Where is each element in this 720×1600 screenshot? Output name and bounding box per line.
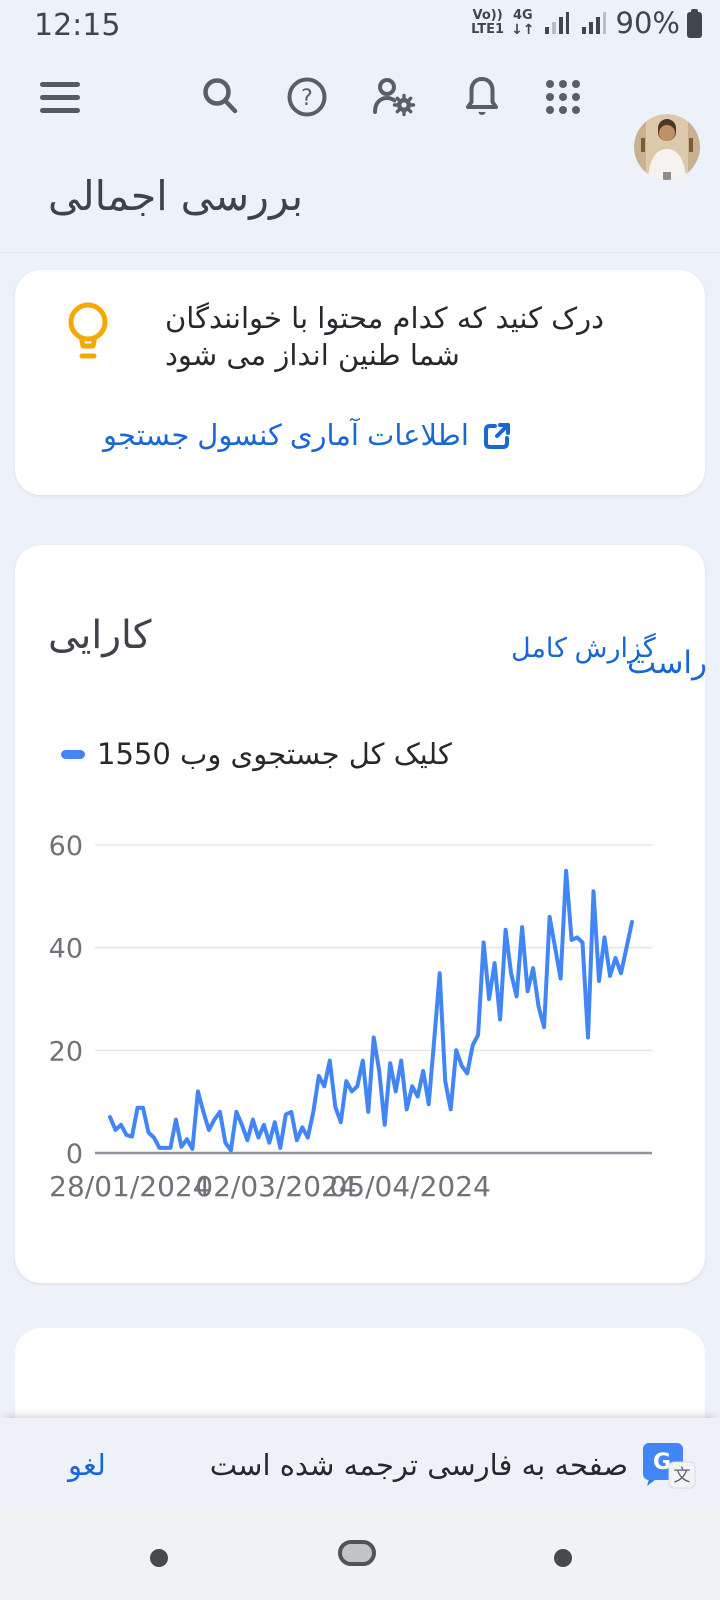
profile-avatar[interactable] bbox=[634, 114, 700, 180]
signal-bars-icon-2 bbox=[581, 12, 606, 34]
clicks-line-chart[interactable]: 0 20 40 60 28/01/2024 02/03/2024 05/04/2024 bbox=[15, 790, 705, 1220]
svg-text:02/03/2024: 02/03/2024 bbox=[195, 1170, 356, 1203]
legend-text: کلیک کل جستجوی وب 1550 bbox=[97, 737, 452, 771]
svg-text:文: 文 bbox=[674, 1466, 691, 1486]
page-title: بررسی اجمالی bbox=[48, 172, 303, 220]
nav-home-button[interactable] bbox=[338, 1540, 376, 1566]
status-time: 12:15 bbox=[34, 8, 121, 43]
legend-label: کلیک کل جستجوی وب bbox=[180, 737, 452, 771]
svg-text:40: 40 bbox=[49, 934, 83, 965]
notifications-button[interactable] bbox=[462, 74, 502, 123]
translate-bar: لغو صفحه به فارسی ترجمه شده است G 文 bbox=[0, 1418, 720, 1512]
signal-bars-icon-1 bbox=[544, 12, 569, 34]
avatar-photo bbox=[634, 114, 700, 180]
account-settings-button[interactable] bbox=[372, 76, 416, 121]
person-gear-icon bbox=[373, 78, 416, 117]
apps-grid-icon bbox=[546, 80, 580, 114]
help-button[interactable]: ? bbox=[286, 76, 328, 121]
hamburger-icon bbox=[40, 82, 80, 113]
svg-text:20: 20 bbox=[49, 1036, 83, 1067]
apps-grid-button[interactable] bbox=[544, 78, 582, 119]
legend-dash-icon bbox=[61, 749, 85, 759]
search-icon bbox=[203, 78, 238, 114]
svg-text:?: ? bbox=[301, 86, 313, 111]
svg-text:G: G bbox=[653, 1450, 671, 1475]
lightbulb-icon bbox=[61, 298, 115, 368]
help-icon: ? bbox=[287, 77, 327, 117]
performance-card: کارایی گزارش کامل راست کلیک کل جستجوی وب… bbox=[15, 545, 707, 1283]
battery-icon bbox=[687, 8, 702, 38]
insight-text: درک کنید که کدام محتوا با خوانندگان شما … bbox=[165, 301, 605, 372]
status-indicators: Vo)) LTE1 4G ↓↑ 90% bbox=[471, 6, 702, 40]
full-report-link[interactable]: گزارش کامل bbox=[511, 633, 656, 663]
bell-icon bbox=[466, 77, 498, 115]
svg-text:60: 60 bbox=[49, 831, 83, 862]
performance-title: کارایی bbox=[48, 613, 152, 658]
volte-indicator: Vo)) LTE1 bbox=[471, 8, 505, 37]
translate-undo-button[interactable]: لغو bbox=[68, 1449, 106, 1482]
app-bar: ? bbox=[0, 50, 720, 180]
nav-recents-button[interactable] bbox=[554, 1549, 572, 1567]
google-translate-icon: G 文 bbox=[642, 1438, 696, 1496]
svg-text:0: 0 bbox=[66, 1139, 83, 1170]
edge-tooltip-label: راست bbox=[627, 645, 707, 681]
nav-back-button[interactable] bbox=[150, 1549, 168, 1567]
header-divider bbox=[0, 252, 720, 253]
insight-link-label: اطلاعات آماری کنسول جستجو bbox=[103, 420, 469, 452]
open-in-new-icon bbox=[483, 422, 510, 449]
next-card-partial bbox=[15, 1328, 705, 1418]
legend-value: 1550 bbox=[97, 737, 171, 771]
network-type-indicator: 4G ↓↑ bbox=[511, 8, 535, 38]
data-arrows-icon: ↓↑ bbox=[511, 22, 535, 38]
search-console-insights-link[interactable]: اطلاعات آماری کنسول جستجو bbox=[103, 418, 513, 453]
menu-button[interactable] bbox=[38, 78, 82, 121]
chart-legend: کلیک کل جستجوی وب 1550 bbox=[61, 737, 452, 771]
android-nav-bar bbox=[0, 1512, 720, 1600]
search-button[interactable] bbox=[200, 76, 240, 121]
insight-card: درک کنید که کدام محتوا با خوانندگان شما … bbox=[15, 270, 705, 495]
svg-text:28/01/2024: 28/01/2024 bbox=[49, 1170, 210, 1203]
status-bar: 12:15 Vo)) LTE1 4G ↓↑ 90% bbox=[0, 0, 720, 50]
svg-text:05/04/2024: 05/04/2024 bbox=[329, 1170, 490, 1203]
battery-percent: 90% bbox=[615, 6, 680, 40]
translate-message: صفحه به فارسی ترجمه شده است bbox=[209, 1448, 628, 1482]
